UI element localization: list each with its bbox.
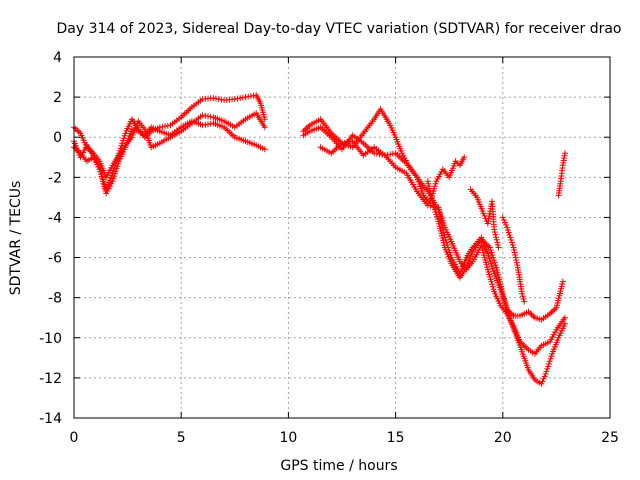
series-track-10 [555,150,568,199]
y-tick-label: -8 [48,291,62,307]
plot-frame [73,56,611,419]
x-tick-label: 20 [494,430,512,446]
y-axis-label: SDTVAR / TECUs [8,181,24,296]
data-point-markers [499,214,528,305]
y-tick-label: 4 [53,50,62,66]
x-tick-label: 15 [387,430,405,446]
y-tick-label: -10 [39,331,62,347]
y-tick-label: -12 [39,371,62,387]
data-point-markers [555,150,568,199]
series-track-8 [467,186,502,251]
series-track-4 [300,106,468,207]
chart-title: Day 314 of 2023, Sidereal Day-to-day VTE… [56,21,621,37]
data-point-markers [300,106,468,207]
series-track-9 [499,214,528,305]
y-tick-label: 2 [53,90,62,106]
x-axis-label: GPS time / hours [280,458,397,474]
x-tick-label: 5 [177,430,186,446]
data-point-markers [424,178,568,387]
grid-layer [74,57,610,418]
series-track-5 [300,124,566,323]
series-line [303,108,465,205]
data-point-markers [467,186,502,251]
data-point-markers [300,124,566,323]
series-track-7 [424,178,568,387]
y-tick-label: -2 [48,170,62,186]
y-tick-label: -4 [48,210,62,226]
y-tick-label: 0 [53,130,62,146]
x-tick-label: 25 [601,430,619,446]
x-tick-label: 10 [279,430,297,446]
data-point-markers [71,118,268,197]
series-layer [71,92,568,387]
tick-layer: 0 5 10 15 20 25 -14 -12 -10 -8 -6 -4 -2 0 2 4 [39,50,619,446]
series-track-3 [71,118,268,197]
x-tick-label: 0 [70,430,79,446]
y-tick-label: -14 [39,411,62,427]
y-tick-label: -6 [48,251,62,267]
